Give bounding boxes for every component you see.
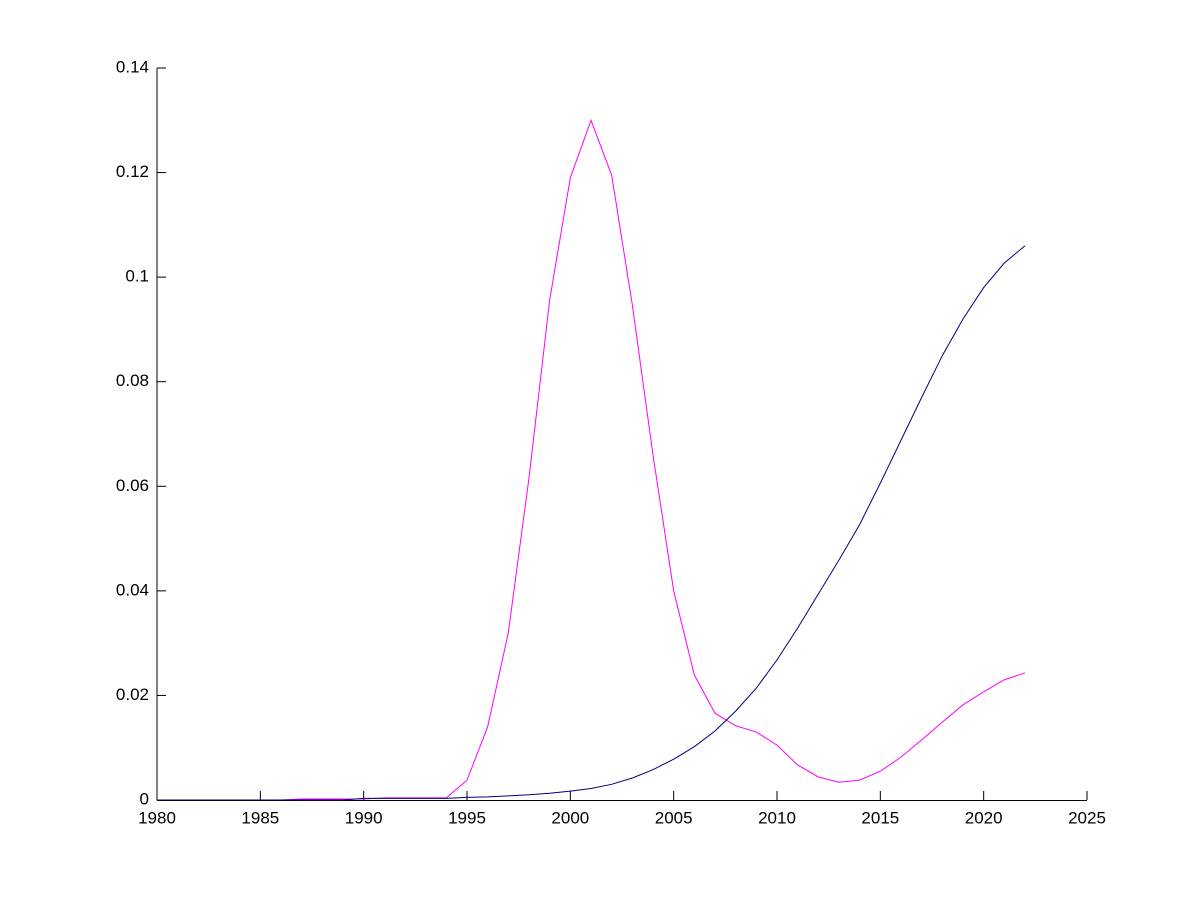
x-tick-label: 1995 — [448, 808, 486, 827]
y-tick-label: 0.1 — [125, 267, 149, 286]
y-tick-label: 0.04 — [116, 580, 149, 599]
y-tick-label: 0.02 — [116, 685, 149, 704]
y-tick-label: 0.08 — [116, 371, 149, 390]
y-tick-label: 0.06 — [116, 476, 149, 495]
x-tick-label: 2025 — [1068, 808, 1106, 827]
x-tick-label: 2020 — [965, 808, 1003, 827]
x-tick-label: 1980 — [138, 808, 176, 827]
y-tick-label: 0.12 — [116, 162, 149, 181]
x-tick-label: 2005 — [655, 808, 693, 827]
x-tick-label: 1985 — [241, 808, 279, 827]
line-series — [157, 118, 1026, 801]
x-tick-label: 2010 — [758, 808, 796, 827]
line-series — [157, 245, 1026, 801]
x-tick-label: 2015 — [861, 808, 899, 827]
x-tick-label: 2000 — [551, 808, 589, 827]
y-tick-label: 0.14 — [116, 57, 149, 76]
x-tick-label: 1990 — [345, 808, 383, 827]
y-tick-label: 0 — [140, 789, 149, 808]
